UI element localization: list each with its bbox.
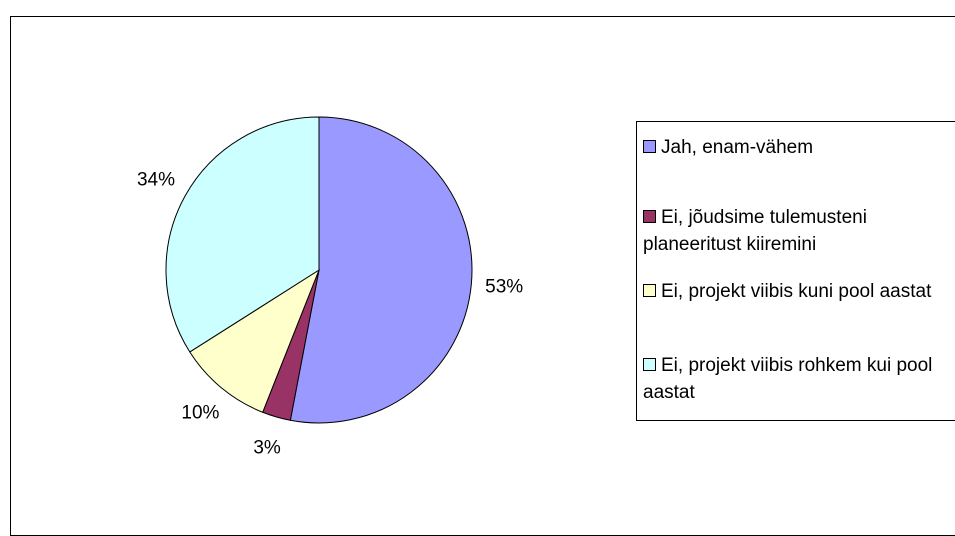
body: 53% 3% 10% 34% Jah, enam-vähem Ei, jõudsime … bbox=[10, 16, 955, 536]
legend-label: Jah, enam-vähem bbox=[661, 137, 814, 158]
legend-label: Ei, jõudsime tulemusteni planeeritust ki… bbox=[643, 207, 867, 255]
legend-entry: Jah, enam-vähem bbox=[643, 134, 955, 161]
data-label: 10% bbox=[181, 402, 219, 423]
legend-swatch bbox=[643, 358, 656, 371]
legend-entry: Ei, projekt viibis kuni pool aastat bbox=[643, 278, 955, 305]
pie-slice bbox=[289, 116, 473, 424]
legend-entry: Ei, jõudsime tulemusteni planeeritust ki… bbox=[643, 204, 955, 258]
legend-label: Ei, projekt viibis kuni pool aastat bbox=[661, 281, 932, 302]
chart: 53% 3% 10% 34% bbox=[137, 116, 523, 459]
legend-swatch bbox=[643, 210, 656, 223]
data-label: 34% bbox=[137, 169, 175, 190]
pie-slice bbox=[189, 268, 321, 413]
data-label: 3% bbox=[253, 438, 281, 459]
data-label: 53% bbox=[485, 277, 523, 298]
legend-entry: Ei, projekt viibis rohkem kui pool aasta… bbox=[643, 352, 955, 406]
pie-slice bbox=[165, 116, 320, 353]
page: {"chart_data": {"type": "pie", "categori… bbox=[10, 16, 955, 536]
legend-swatch bbox=[643, 140, 656, 153]
legend-label: Ei, projekt viibis rohkem kui pool aasta… bbox=[643, 355, 933, 403]
legend: Jah, enam-vähem Ei, jõudsime tulemusteni … bbox=[636, 121, 955, 421]
legend-swatch bbox=[643, 284, 656, 297]
